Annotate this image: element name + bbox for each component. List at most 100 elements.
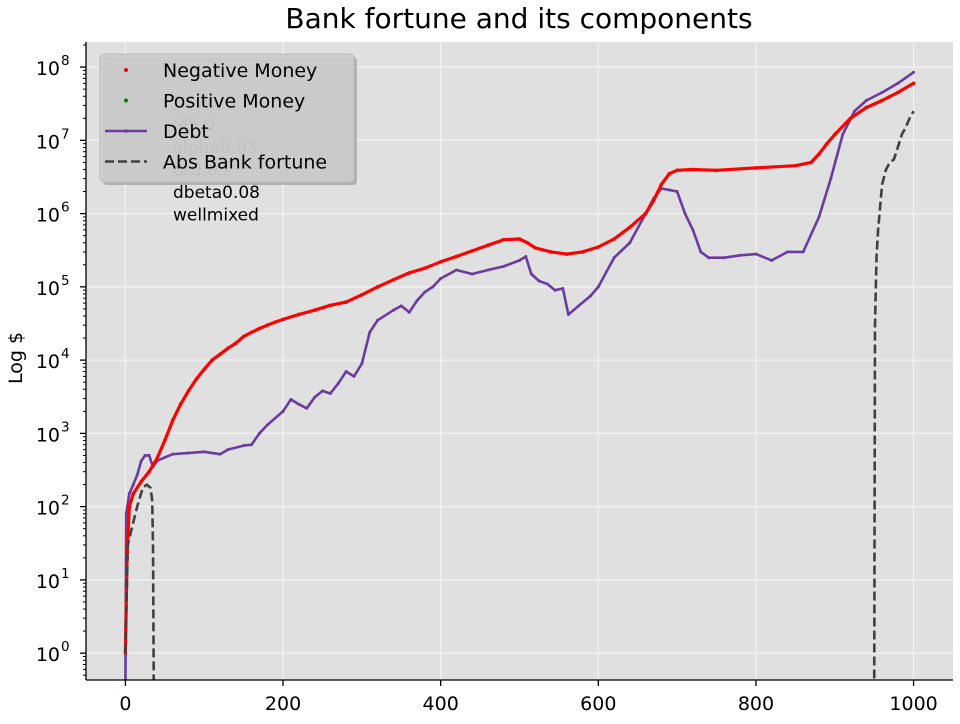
data-point-18	[257, 431, 261, 435]
data-point-56	[628, 241, 632, 245]
data-point-72	[817, 215, 821, 219]
data-point-20	[281, 409, 285, 413]
data-point-76	[864, 98, 868, 102]
y-tick-label-8: 10 8	[36, 53, 70, 80]
x-tick-label-1: 200	[265, 693, 301, 715]
data-point-60	[667, 188, 671, 192]
y-tick-label-base: 10	[36, 278, 60, 300]
y-tick-label-3: 10 3	[36, 419, 70, 446]
data-point-70	[785, 250, 789, 254]
data-point-2	[127, 492, 131, 496]
data-point-7	[147, 453, 151, 457]
x-tick-label-3: 600	[580, 693, 616, 715]
data-point-73	[829, 177, 833, 181]
y-tick-label-4: 10 4	[36, 346, 70, 373]
legend-marker	[124, 98, 128, 103]
legend-key-0	[124, 68, 128, 72]
data-point-49	[553, 288, 557, 292]
data-point-21	[273, 320, 277, 324]
data-point-18	[249, 330, 254, 335]
annotation-line-5: wellmixed	[173, 206, 259, 226]
y-tick-label-base: 10	[36, 351, 60, 373]
data-point-13	[202, 450, 206, 454]
data-point-43	[502, 264, 506, 268]
data-point-13	[210, 358, 214, 362]
data-point-43	[596, 245, 601, 249]
data-point-5	[139, 459, 143, 463]
data-point-64	[699, 250, 703, 254]
data-point-34	[399, 304, 403, 308]
data-point-38	[525, 240, 530, 245]
data-point-40	[549, 250, 553, 254]
data-point-11	[171, 452, 175, 456]
data-point-42	[486, 268, 490, 272]
data-point-27	[360, 292, 364, 297]
y-tick-label-5: 10 5	[36, 273, 70, 300]
data-point-55	[809, 160, 813, 165]
data-point-22	[281, 317, 285, 322]
data-point-37	[423, 290, 427, 294]
data-point-50	[675, 168, 679, 173]
data-point-69	[770, 258, 774, 262]
y-tick-label-base: 10	[36, 498, 60, 520]
y-tick-label-exponent: 3	[61, 419, 70, 435]
data-point-25	[328, 303, 333, 308]
data-point-60	[864, 105, 869, 110]
data-point-38	[431, 285, 435, 289]
y-tick-label-7: 10 7	[36, 126, 70, 153]
y-tick-label-exponent: 5	[61, 273, 70, 289]
data-point-65	[707, 256, 711, 260]
legend-key-2	[105, 129, 147, 133]
data-point-7	[163, 438, 167, 443]
data-point-62	[896, 90, 900, 95]
data-point-78	[896, 81, 900, 85]
series-line	[124, 71, 915, 680]
data-point-30	[360, 361, 364, 365]
data-point-51	[691, 167, 695, 172]
y-tick-label-base: 10	[36, 571, 60, 593]
data-point-46	[643, 211, 648, 216]
data-point-39	[533, 246, 538, 250]
legend-label-1: Positive Money	[163, 91, 305, 113]
data-point-59	[848, 116, 853, 121]
y-tick-label-base: 10	[36, 205, 60, 227]
data-point-67	[738, 253, 742, 257]
data-point-45	[628, 225, 632, 230]
data-point-1	[124, 512, 128, 516]
legend-label-2: Debt	[163, 121, 209, 143]
data-point-53	[588, 294, 592, 298]
data-point-35	[486, 243, 490, 248]
data-point-39	[439, 277, 443, 281]
y-tick-label-exponent: 4	[61, 346, 70, 362]
data-point-57	[825, 141, 829, 146]
data-point-15	[226, 346, 230, 351]
y-tick-label-base: 10	[36, 58, 60, 80]
data-point-25	[320, 389, 324, 393]
data-point-63	[911, 81, 916, 86]
y-tick-label-exponent: 1	[61, 566, 70, 582]
data-point-6	[155, 456, 159, 461]
data-point-31	[368, 330, 372, 334]
y-tick-label-6: 10 6	[36, 200, 70, 227]
data-point-49	[667, 171, 672, 176]
data-point-14	[218, 352, 222, 357]
data-point-21	[289, 398, 293, 402]
legend-box	[99, 53, 355, 183]
legend-marker	[124, 68, 128, 72]
data-point-48	[659, 182, 664, 187]
data-point-48	[545, 282, 549, 286]
annotation-line-4: dbeta0.08	[173, 183, 260, 203]
data-point-42	[580, 250, 585, 254]
series-layer	[123, 70, 916, 680]
series-abs-bank-fortune	[124, 110, 915, 680]
legend-marker	[124, 129, 128, 133]
x-tick-label-2: 400	[423, 693, 459, 715]
data-point-24	[312, 308, 317, 313]
data-point-27	[336, 381, 340, 385]
data-point-6	[143, 453, 147, 457]
data-point-44	[518, 258, 521, 262]
data-point-26	[344, 300, 348, 304]
